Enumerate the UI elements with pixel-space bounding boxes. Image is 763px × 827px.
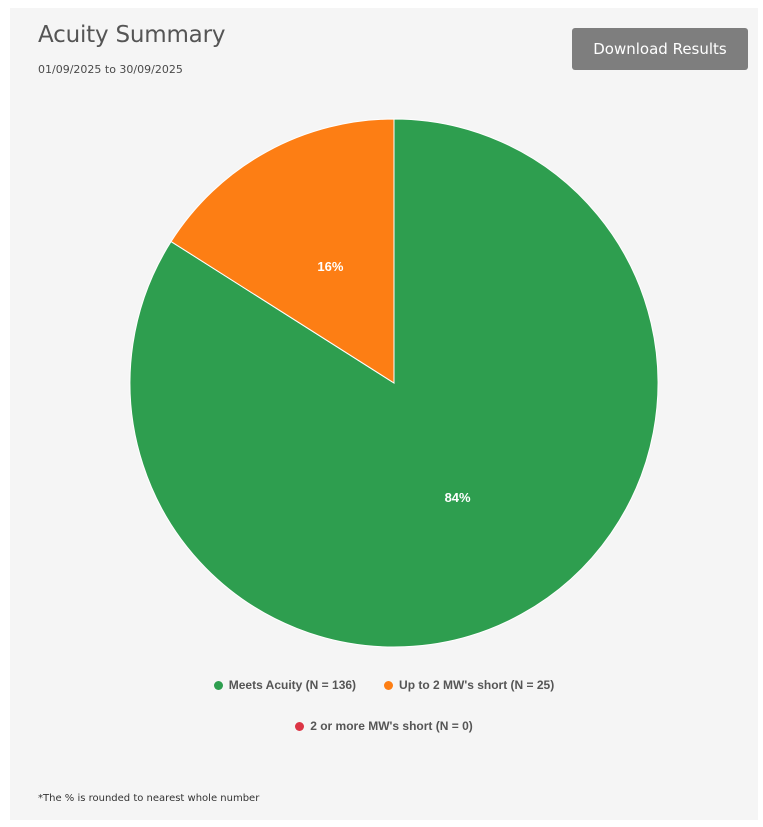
legend-label-up-to-2-short: Up to 2 MW's short (N = 25) [399, 678, 555, 692]
slice-meets-acuity[interactable] [129, 118, 659, 648]
acuity-summary-card: Acuity Summary 01/09/2025 to 30/09/2025 … [10, 8, 758, 820]
legend-item-2-or-more-short[interactable]: 2 or more MW's short (N = 0) [295, 719, 473, 733]
legend-dot-2-or-more-short [295, 721, 305, 731]
legend-label-2-or-more-short: 2 or more MW's short (N = 0) [310, 719, 473, 733]
slice-up-to-2-short[interactable] [170, 118, 395, 384]
download-results-button[interactable]: Download Results [572, 28, 748, 70]
footnote: *The % is rounded to nearest whole numbe… [38, 793, 260, 804]
legend-dot-up-to-2-short [384, 680, 394, 690]
legend-item-up-to-2-short[interactable]: Up to 2 MW's short (N = 25) [384, 678, 554, 692]
legend-row-1: Meets Acuity (N = 136) Up to 2 MW's shor… [10, 678, 758, 692]
slice-label-meets-acuity: 84% [445, 490, 471, 505]
date-range: 01/09/2025 to 30/09/2025 [38, 63, 183, 76]
legend-label-meets-acuity: Meets Acuity (N = 136) [228, 678, 357, 692]
page-title: Acuity Summary [38, 22, 226, 48]
legend-item-meets-acuity[interactable]: Meets Acuity (N = 136) [213, 678, 357, 692]
legend-dot-meets-acuity [213, 680, 223, 690]
legend-row-2: 2 or more MW's short (N = 0) [10, 719, 758, 733]
pie-slice-labels: 84% 16% [317, 259, 471, 505]
pie-slices [129, 118, 659, 648]
pie-chart: 84% 16% [129, 118, 659, 648]
slice-label-up-to-2-short: 16% [317, 259, 343, 274]
